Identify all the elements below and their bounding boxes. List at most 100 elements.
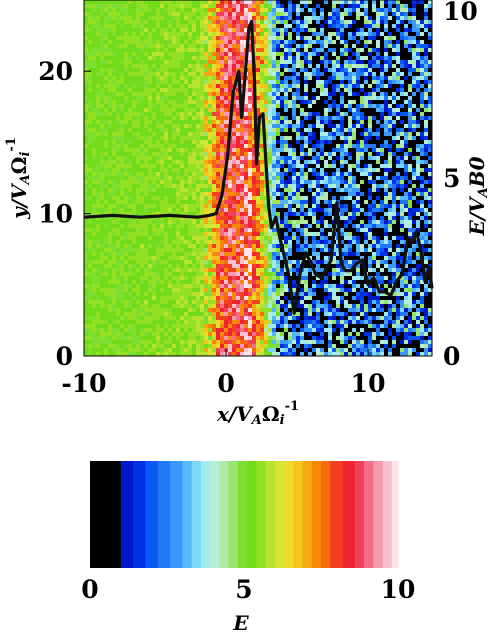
heatmap-cell: [168, 72, 172, 76]
heatmap-cell: [276, 252, 280, 256]
heatmap-cell: [240, 24, 244, 28]
heatmap-cell: [288, 320, 292, 324]
heatmap-cell: [200, 308, 204, 312]
heatmap-cell: [228, 196, 232, 200]
heatmap-cell: [272, 24, 276, 28]
heatmap-cell: [136, 160, 140, 164]
heatmap-cell: [224, 244, 228, 248]
heatmap-cell: [228, 256, 232, 260]
heatmap-cell: [208, 32, 212, 36]
heatmap-cell: [248, 36, 252, 40]
heatmap-cell: [156, 4, 160, 8]
heatmap-cell: [212, 320, 216, 324]
heatmap-cell: [152, 196, 156, 200]
heatmap-cell: [128, 60, 132, 64]
heatmap-cell: [128, 248, 132, 252]
heatmap-cell: [164, 148, 168, 152]
heatmap-cell: [268, 184, 272, 188]
heatmap-cell: [172, 0, 176, 4]
heatmap-cell: [92, 352, 96, 356]
heatmap-cell: [148, 156, 152, 160]
heatmap-cell: [268, 180, 272, 184]
heatmap-cell: [208, 132, 212, 136]
heatmap-cell: [268, 8, 272, 12]
heatmap-cell: [248, 60, 252, 64]
heatmap-cell: [244, 96, 248, 100]
heatmap-cell: [140, 284, 144, 288]
heatmap-cell: [160, 20, 164, 24]
heatmap-cell: [280, 144, 284, 148]
heatmap-cell: [88, 108, 92, 112]
heatmap-cell: [160, 232, 164, 236]
heatmap-cell: [152, 220, 156, 224]
heatmap-cell: [184, 104, 188, 108]
heatmap-cell: [244, 92, 248, 96]
heatmap-cell: [228, 220, 232, 224]
heatmap-cell: [164, 268, 168, 272]
heatmap-cell: [100, 204, 104, 208]
heatmap-cell: [284, 292, 288, 296]
heatmap-cell: [300, 232, 304, 236]
heatmap-cell: [156, 280, 160, 284]
heatmap-cell: [216, 192, 220, 196]
heatmap-cell: [272, 36, 276, 40]
heatmap-cell: [288, 256, 292, 260]
heatmap-cell: [176, 296, 180, 300]
heatmap-cell: [300, 16, 304, 20]
heatmap-cell: [168, 348, 172, 352]
heatmap-cell: [156, 104, 160, 108]
heatmap-cell: [300, 168, 304, 172]
heatmap-cell: [148, 60, 152, 64]
heatmap-cell: [168, 336, 172, 340]
heatmap-cell: [264, 132, 268, 136]
heatmap-cell: [156, 36, 160, 40]
heatmap-cell: [112, 128, 116, 132]
heatmap-cell: [160, 12, 164, 16]
heatmap-cell: [264, 52, 268, 56]
heatmap-cell: [232, 172, 236, 176]
heatmap-cell: [184, 348, 188, 352]
heatmap-cell: [104, 148, 108, 152]
heatmap-cell: [252, 160, 256, 164]
heatmap-cell: [196, 116, 200, 120]
heatmap-cell: [284, 20, 288, 24]
heatmap-cell: [128, 36, 132, 40]
heatmap-cell: [220, 140, 224, 144]
heatmap-cell: [152, 348, 156, 352]
heatmap-cell: [212, 312, 216, 316]
heatmap-cell: [256, 68, 260, 72]
heatmap-cell: [208, 244, 212, 248]
heatmap-cell: [164, 80, 168, 84]
heatmap-cell: [88, 208, 92, 212]
heatmap-cell: [84, 144, 88, 148]
heatmap-cell: [184, 276, 188, 280]
heatmap-cell: [180, 300, 184, 304]
heatmap-cell: [152, 60, 156, 64]
heatmap-cell: [176, 12, 180, 16]
heatmap-cell: [100, 56, 104, 60]
heatmap-cell: [84, 168, 88, 172]
heatmap-cell: [128, 12, 132, 16]
heatmap-cell: [124, 144, 128, 148]
heatmap-cell: [220, 292, 224, 296]
heatmap-cell: [180, 192, 184, 196]
heatmap-cell: [180, 276, 184, 280]
heatmap-cell: [208, 68, 212, 72]
heatmap-cell: [200, 280, 204, 284]
heatmap-cell: [188, 320, 192, 324]
heatmap-cell: [84, 180, 88, 184]
heatmap-cell: [120, 44, 124, 48]
heatmap-cell: [264, 264, 268, 268]
heatmap-cell: [200, 200, 204, 204]
heatmap-cell: [116, 20, 120, 24]
heatmap-cell: [248, 212, 252, 216]
heatmap-cell: [224, 40, 228, 44]
heatmap-cell: [180, 120, 184, 124]
heatmap-cell: [120, 308, 124, 312]
heatmap-cell: [224, 32, 228, 36]
heatmap-cell: [184, 296, 188, 300]
heatmap-cell: [168, 208, 172, 212]
heatmap-cell: [280, 88, 284, 92]
heatmap-cell: [108, 184, 112, 188]
heatmap-cell: [232, 160, 236, 164]
